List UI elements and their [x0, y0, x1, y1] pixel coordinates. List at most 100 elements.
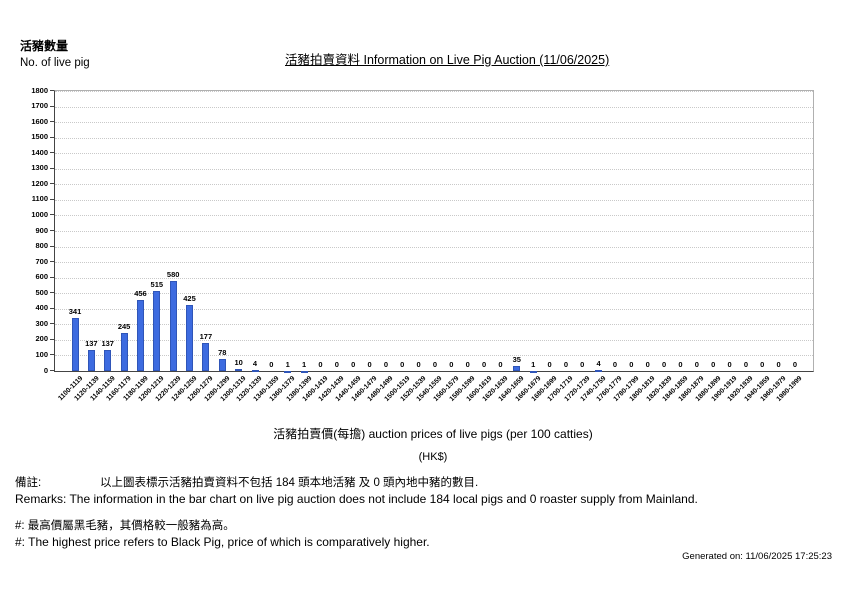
y-tick-label: 1400 — [31, 147, 48, 157]
bar-value-label: 456 — [134, 289, 147, 299]
bar-value-label: 0 — [727, 360, 732, 369]
y-tick-mark — [50, 354, 54, 356]
remarks-block: 備註: 以上圖表標示活豬拍賣資料不包括 184 頭本地活豬 及 0 頭內地中豬的數… — [15, 474, 830, 549]
bar-value-label: 0 — [629, 360, 634, 369]
gridline — [55, 199, 813, 201]
bar-1740-1759 — [595, 370, 603, 373]
bar-value-label: 0 — [269, 360, 274, 369]
y-tick-label: 100 — [35, 349, 48, 359]
y-tick-mark — [50, 323, 54, 325]
bar-1280-1299 — [218, 358, 226, 371]
plot-area: 341 1100-1119 137 1120-1139 137 1140-1159 245 1… — [54, 90, 814, 403]
bar-value-label: 137 — [85, 338, 98, 348]
gridline — [55, 355, 813, 357]
y-tick-mark — [50, 292, 54, 294]
bar-chart: 341 1100-1119 137 1120-1139 137 1140-1159 245 1… — [31, 85, 814, 403]
gridline — [55, 215, 813, 217]
bar-value-label: 0 — [383, 360, 388, 369]
y-tick-mark — [50, 370, 54, 371]
bar-value-label: 4 — [596, 359, 601, 369]
bar-value-label: 0 — [547, 360, 552, 369]
y-tick-mark — [50, 338, 54, 340]
bar-value-label: 0 — [563, 360, 568, 369]
gridline — [55, 308, 813, 310]
bar-1660-1679 — [529, 370, 537, 373]
bar-value-label: 0 — [776, 360, 781, 369]
bar-value-label: 0 — [351, 360, 356, 369]
y-tick-label: 1500 — [31, 132, 48, 142]
bar-value-label: 0 — [367, 360, 372, 369]
x-axis-title: 活豬拍賣價(每擔) auction prices of live pigs (p… — [273, 427, 593, 441]
bar-1140-1159 — [104, 349, 112, 371]
y-tick-mark — [50, 261, 54, 263]
bar-value-label: 0 — [678, 360, 683, 369]
y-tick-label: 1200 — [31, 178, 48, 188]
bar-value-label: 78 — [218, 347, 227, 357]
gridline — [55, 262, 813, 264]
bar-value-label: 0 — [743, 360, 748, 369]
gridline — [55, 168, 813, 170]
gridline — [55, 122, 813, 124]
gridline — [55, 153, 813, 155]
bar-value-label: 0 — [498, 360, 503, 369]
remark-zh-label: 備註: — [15, 477, 42, 489]
y-tick-mark — [50, 198, 54, 200]
bar-value-label: 10 — [234, 358, 243, 368]
bar-value-label: 0 — [612, 360, 618, 369]
bar-1260-1279 — [202, 343, 210, 371]
bar-1180-1199 — [136, 300, 144, 371]
y-tick-label: 1300 — [31, 163, 48, 173]
bar-value-label: 0 — [711, 360, 716, 369]
bar-1120-1139 — [87, 349, 95, 371]
gridline — [55, 246, 813, 248]
gridline — [55, 137, 813, 139]
y-tick-mark — [50, 136, 54, 138]
bar-value-label: 0 — [694, 360, 699, 369]
bar-value-label: 4 — [252, 359, 258, 369]
bar-value-label: 1 — [301, 359, 307, 369]
y-tick-mark — [50, 230, 54, 231]
bar-value-label: 425 — [183, 293, 196, 303]
y-tick-label: 1800 — [31, 85, 48, 95]
bar-1320-1339 — [251, 370, 259, 373]
y-tick-mark — [50, 167, 54, 169]
note-en: #: The highest price refers to Black Pig… — [15, 535, 430, 549]
remark-zh-text: 以上圖表標示活豬拍賣資料不包括 184 頭本地活豬 及 0 頭內地中豬的數目. — [100, 477, 479, 489]
gridline — [55, 91, 813, 92]
y-tick-label: 200 — [35, 334, 48, 344]
bar-value-label: 137 — [101, 338, 114, 348]
bar-value-label: 515 — [150, 279, 164, 289]
bar-1300-1319 — [235, 369, 243, 372]
bar-value-label: 0 — [481, 360, 487, 369]
gridline — [55, 277, 813, 279]
bar-1200-1219 — [153, 290, 161, 371]
bar-1640-1659 — [513, 365, 521, 371]
y-tick-label: 1100 — [31, 194, 48, 204]
y-tick-mark — [50, 245, 54, 247]
bar-value-label: 0 — [416, 360, 421, 369]
chart-title: 活豬拍賣資料 Information on Live Pig Auction (… — [285, 53, 610, 67]
bar-value-label: 0 — [334, 360, 339, 369]
y-tick-label: 700 — [35, 256, 48, 266]
bar-value-label: 0 — [318, 360, 323, 369]
gridline — [55, 324, 813, 326]
bar-1160-1179 — [120, 332, 128, 371]
bar-value-label: 0 — [465, 360, 470, 369]
bar-1380-1399 — [300, 370, 308, 373]
bar-value-label: 0 — [432, 360, 438, 369]
y-tick-label: 800 — [35, 241, 48, 251]
bar-value-label: 0 — [449, 360, 454, 369]
bar-1360-1379 — [284, 370, 292, 373]
bar-value-label: 0 — [400, 360, 405, 369]
bar-value-label: 1 — [531, 359, 536, 369]
y-tick-mark — [50, 183, 54, 185]
y-tick-mark — [50, 214, 54, 216]
y-tick-mark — [50, 105, 54, 107]
note-zh: #: 最高價屬黑毛豬，其價格較一般豬為高。 — [15, 520, 235, 532]
generated-timestamp: Generated on: 11/06/2025 17:25:23 — [682, 551, 832, 562]
y-tick-label: 600 — [35, 272, 48, 282]
bar-1240-1259 — [186, 304, 194, 371]
y-tick-mark — [50, 152, 54, 154]
gridline — [55, 184, 813, 186]
